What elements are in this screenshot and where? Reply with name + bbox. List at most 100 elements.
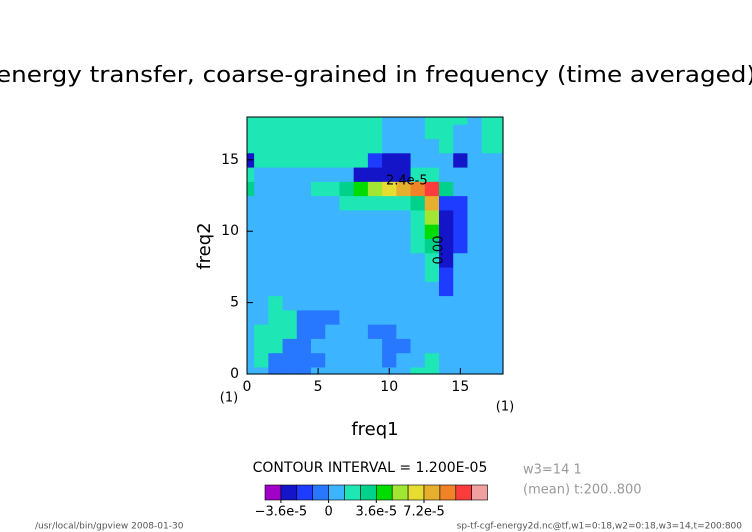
contour-cell	[247, 252, 255, 268]
contour-cell	[311, 117, 326, 125]
contour-cell	[247, 181, 255, 197]
contour-cell	[247, 195, 255, 211]
contour-cell	[495, 309, 504, 325]
contour-cell	[247, 124, 255, 140]
colorbar-box	[391, 484, 409, 501]
contour-cell	[296, 324, 312, 339]
contour-cell	[424, 117, 440, 125]
contour-cell	[481, 366, 497, 375]
contour-cell	[254, 309, 269, 325]
contour-cell	[382, 117, 397, 125]
contour-cell	[311, 209, 326, 225]
contour-cell	[311, 195, 326, 211]
contour-cell	[339, 124, 355, 140]
contour-cell	[254, 138, 269, 154]
contour-cell	[254, 366, 269, 375]
contour-cell	[439, 138, 454, 154]
contour-cell	[439, 338, 454, 354]
contour-cell	[296, 124, 312, 140]
contour-cell	[495, 138, 504, 154]
contour-cell	[325, 338, 341, 354]
contour-cell	[410, 181, 426, 197]
contour-cell	[439, 224, 454, 239]
contour-cell	[325, 195, 341, 211]
contour-cell	[367, 338, 383, 354]
contour-cell	[453, 117, 469, 125]
contour-cell	[339, 117, 355, 125]
contour-cell	[396, 352, 412, 368]
contour-cell	[339, 309, 355, 325]
contour-cell	[268, 352, 284, 368]
contour-cell	[439, 309, 454, 325]
contour-cell	[424, 124, 440, 140]
x-axis-label: freq1	[351, 419, 398, 440]
contour-cell	[424, 209, 440, 225]
contour-cell	[296, 195, 312, 211]
contour-cell	[268, 209, 284, 225]
contour-cell	[439, 281, 454, 297]
contour-cell	[481, 138, 497, 154]
contour-cell	[396, 338, 412, 354]
contour-cell	[268, 324, 284, 339]
contour-cell	[325, 281, 341, 297]
contour-cell	[495, 295, 504, 311]
contour-cell	[382, 252, 397, 268]
contour-cell	[396, 181, 412, 197]
contour-cell	[396, 324, 412, 339]
contour-cell	[282, 309, 298, 325]
contour-cell	[353, 252, 369, 268]
footer-right: sp-tf-cgf-energy2d.nc@tf,w1=0:18,w2=0:18…	[457, 522, 743, 532]
contour-cell	[424, 324, 440, 339]
contour-cell	[396, 166, 412, 182]
contour-cell	[410, 295, 426, 311]
contour-cell	[296, 181, 312, 197]
contour-cell	[268, 252, 284, 268]
contour-cell	[453, 266, 469, 282]
contour-label: 2.4e-5	[386, 174, 428, 189]
colorbar-box	[407, 484, 425, 501]
colorbar-tick-label: 7.2e-5	[403, 505, 445, 520]
contour-cell	[424, 352, 440, 368]
contour-cell	[353, 195, 369, 211]
contour-cell	[453, 295, 469, 311]
contour-cell	[467, 352, 483, 368]
contour-cell	[254, 224, 269, 239]
contour-cell	[296, 152, 312, 168]
contour-cell	[467, 252, 483, 268]
contour-cell	[382, 352, 397, 368]
contour-cell	[481, 124, 497, 140]
contour-cell	[495, 338, 504, 354]
contour-cell	[325, 138, 341, 154]
contour-cell	[495, 266, 504, 282]
contour-cell	[325, 309, 341, 325]
colorbar-tick-label: 3.6e-5	[355, 505, 397, 520]
contour-cell	[481, 117, 497, 125]
contour-cell	[325, 266, 341, 282]
contour-cell	[396, 138, 412, 154]
contour-cell	[247, 138, 255, 154]
contour-cell	[254, 152, 269, 168]
contour-cell	[410, 266, 426, 282]
contour-cell	[481, 324, 497, 339]
contour-cell	[247, 166, 255, 182]
contour-cell	[282, 209, 298, 225]
contour-cell	[296, 309, 312, 325]
contour-cell	[424, 252, 440, 268]
contour-cell	[254, 324, 269, 339]
contour-cell	[424, 195, 440, 211]
contour-cell	[254, 266, 269, 282]
contour-cell	[247, 324, 255, 339]
contour-cell	[481, 238, 497, 254]
contour-cell	[247, 209, 255, 225]
contour-cell	[467, 209, 483, 225]
contour-cell	[254, 181, 269, 197]
contour-cell	[282, 324, 298, 339]
contour-cell	[481, 224, 497, 239]
contour-cell	[453, 352, 469, 368]
contour-cell	[439, 352, 454, 368]
contour-cell	[396, 295, 412, 311]
contour-cell	[311, 352, 326, 368]
contour-cell	[410, 195, 426, 211]
contour-cell	[481, 266, 497, 282]
contour-cell	[339, 324, 355, 339]
